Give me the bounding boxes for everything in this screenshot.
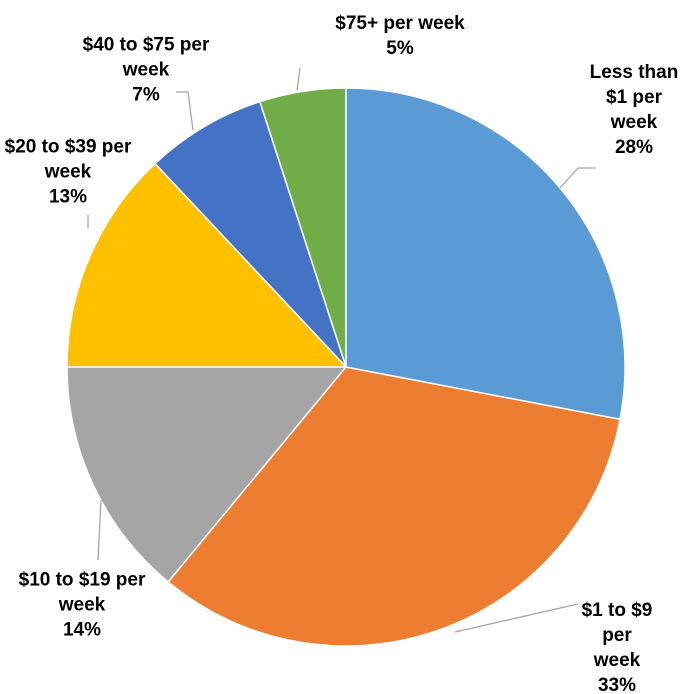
category-label: $20 to $39 per week bbox=[4, 136, 132, 183]
leader-line bbox=[97, 499, 102, 561]
leader-lines bbox=[87, 67, 596, 633]
pie-slice bbox=[167, 366, 621, 647]
value-label: 33% bbox=[597, 675, 637, 694]
data-label: Less than $1 per week 28% bbox=[584, 60, 684, 160]
data-label: $10 to $19 per week 14% bbox=[17, 568, 147, 643]
data-label: $20 to $39 per week 13% bbox=[3, 135, 133, 210]
category-label: $10 to $19 per week bbox=[18, 569, 146, 616]
leader-line bbox=[176, 91, 194, 131]
pie-slice bbox=[153, 100, 347, 368]
value-label: 13% bbox=[48, 186, 88, 208]
value-label: 7% bbox=[132, 84, 160, 106]
pie-slice bbox=[345, 87, 626, 421]
leader-line bbox=[296, 67, 301, 91]
pie-slice bbox=[66, 366, 348, 584]
value-label: 14% bbox=[62, 619, 102, 641]
value-label: 28% bbox=[614, 137, 654, 158]
data-label: $1 to $9 per week 33% bbox=[578, 598, 656, 694]
value-label: 5% bbox=[386, 38, 414, 59]
category-label: $40 to $75 per week bbox=[82, 34, 210, 81]
data-label: $75+ per week 5% bbox=[305, 11, 495, 61]
leader-line bbox=[454, 603, 579, 633]
data-label: $40 to $75 per week 7% bbox=[81, 33, 211, 108]
pie-slice bbox=[66, 162, 348, 368]
category-label: $75+ per week bbox=[335, 13, 465, 34]
leader-line bbox=[559, 167, 596, 189]
category-label: $1 to $9 per week bbox=[581, 600, 653, 671]
category-label: Less than $1 per week bbox=[589, 62, 679, 133]
